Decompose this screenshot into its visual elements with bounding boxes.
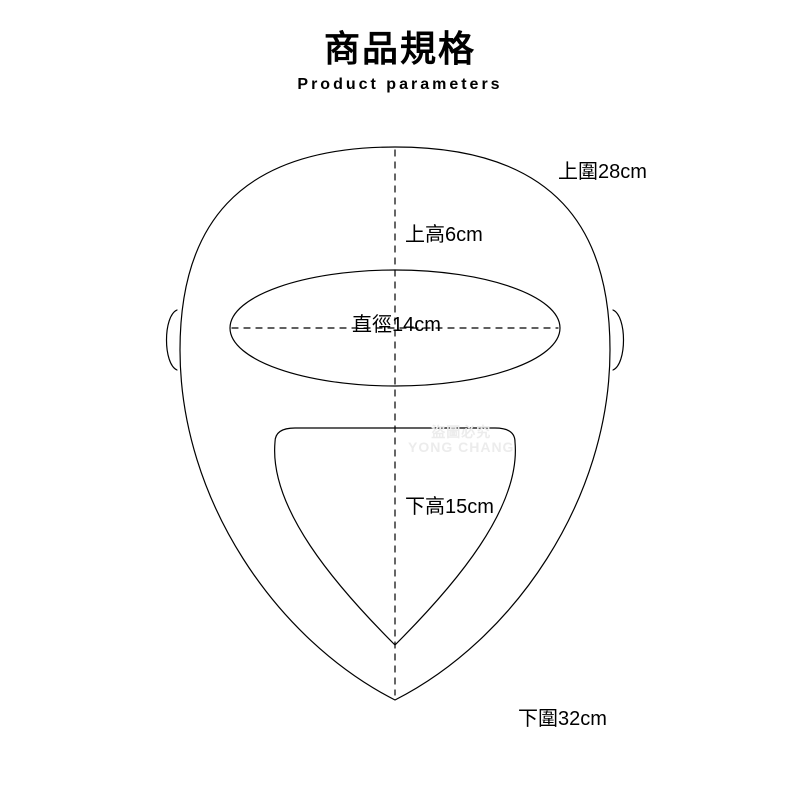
- label-lower-circumference: 下圍32cm: [518, 702, 607, 731]
- page-root: 商品規格 Product parameters 盜圖必究 YONG CHANG …: [0, 0, 800, 800]
- label-upper-height: 上高6cm: [405, 218, 483, 247]
- label-lower-height: 下高15cm: [405, 490, 494, 519]
- label-upper-circumference: 上圍28cm: [558, 155, 647, 184]
- label-diameter: 直徑14cm: [352, 308, 441, 337]
- dimension-diagram: [0, 0, 800, 800]
